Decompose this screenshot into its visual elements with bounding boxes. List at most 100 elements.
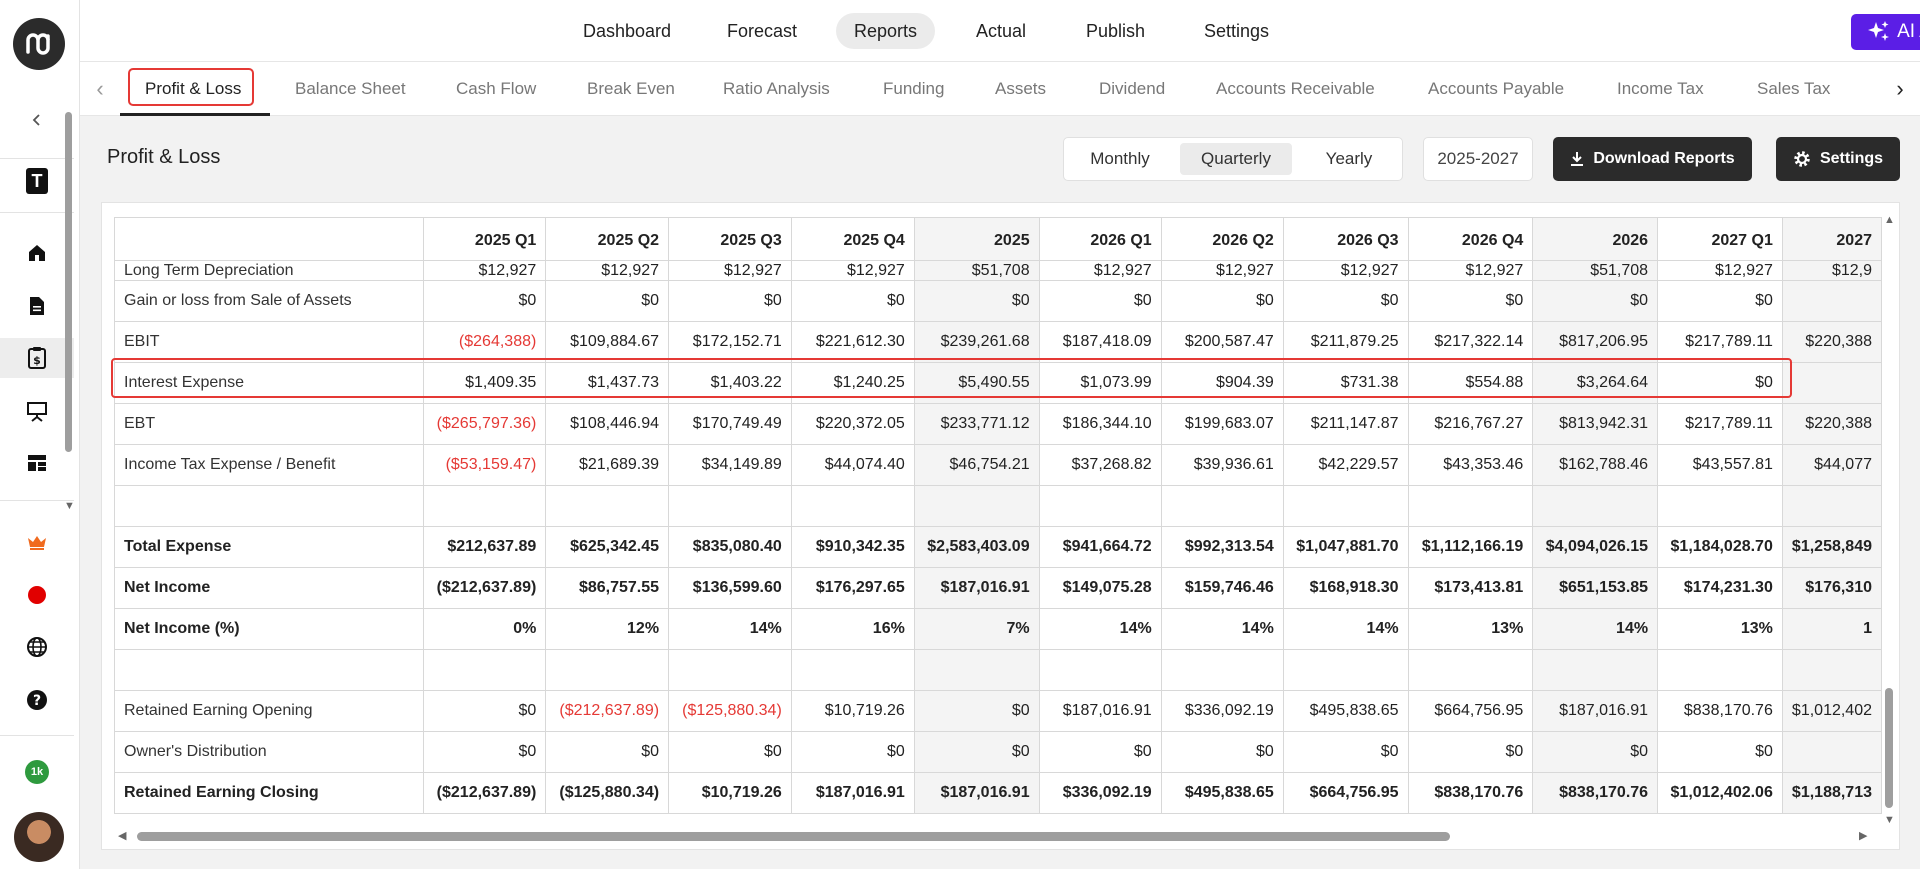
table-cell: $3,264.64 xyxy=(1532,362,1659,404)
tab-break-even[interactable]: Break Even xyxy=(587,79,675,98)
nav-dashboard[interactable]: Dashboard xyxy=(583,20,672,41)
tab-accounts-payable[interactable]: Accounts Payable xyxy=(1428,79,1565,98)
tab-profit-loss[interactable]: Profit & Loss xyxy=(145,79,242,98)
tabs-scroll-right-icon[interactable]: › xyxy=(1896,76,1904,101)
tabs-scroll-left-icon[interactable]: ‹ xyxy=(96,76,104,101)
table-cell: $44,074.40 xyxy=(791,444,915,486)
table-cell: $1,437.73 xyxy=(545,362,670,404)
table-cell: 14% xyxy=(1039,608,1162,650)
table-cell: $42,229.57 xyxy=(1283,444,1409,486)
table-cell: $1,403.22 xyxy=(668,362,792,404)
nav-reports[interactable]: Reports xyxy=(836,13,936,49)
avatar[interactable] xyxy=(14,812,64,862)
table-cell: 13% xyxy=(1408,608,1534,650)
svg-text:?: ? xyxy=(33,693,41,709)
download-reports-button[interactable]: Download Reports xyxy=(1553,137,1752,181)
tab-funding[interactable]: Funding xyxy=(883,79,945,98)
period-monthly[interactable]: Monthly xyxy=(1090,149,1150,168)
crown-icon[interactable] xyxy=(0,522,74,562)
table-cell: $10,719.26 xyxy=(668,772,792,814)
table-cell: $336,092.19 xyxy=(1161,690,1284,732)
table-cell xyxy=(668,649,792,691)
table-cell: ($212,637.89) xyxy=(423,567,547,609)
period-yearly[interactable]: Yearly xyxy=(1325,149,1373,168)
table-cell xyxy=(1039,649,1162,691)
table-row: Retained Earning Closing ($212,637.89) ($1… xyxy=(115,772,1882,814)
table-row: Owner's Distribution $0 $0 $0 $0 $0 $0 $0 $0 $0 $0… xyxy=(115,731,1882,773)
table-cell: ($53,159.47) xyxy=(423,444,547,486)
table-cell: 13% xyxy=(1657,608,1783,650)
table-cell: $625,342.45 xyxy=(545,526,670,568)
tab-ratio-analysis[interactable]: Ratio Analysis xyxy=(723,79,830,98)
table-cell: $12,927 xyxy=(668,260,792,281)
profit-loss-table: 2025 Q1 2025 Q2 2025 Q3 2025 Q4 2025 202… xyxy=(115,218,1882,814)
table-cell xyxy=(1283,485,1409,527)
table-row xyxy=(115,649,1882,691)
table-cell: $220,388 xyxy=(1782,403,1882,445)
table-cell: 14% xyxy=(1283,608,1409,650)
row-label: Retained Earning Closing xyxy=(115,772,424,814)
table-cell: $0 xyxy=(668,280,792,322)
table-cell xyxy=(1657,649,1783,691)
table-cell: $0 xyxy=(791,731,915,773)
table-cell: $46,754.21 xyxy=(914,444,1040,486)
app-logo-icon[interactable] xyxy=(13,18,65,70)
row-label: Net Income (%) xyxy=(115,608,424,650)
tab-dividend[interactable]: Dividend xyxy=(1099,79,1166,98)
tab-assets[interactable]: Assets xyxy=(995,79,1047,98)
year-range-select[interactable]: 2025-2027 xyxy=(1423,137,1533,181)
workspace-switcher[interactable]: T xyxy=(0,161,74,201)
nav-publish[interactable]: Publish xyxy=(1086,20,1146,41)
table-cell: $170,749.49 xyxy=(668,403,792,445)
tab-balance-sheet[interactable]: Balance Sheet xyxy=(295,79,406,98)
reports-clipboard-icon[interactable]: $ xyxy=(0,338,74,378)
table-cell: $910,342.35 xyxy=(791,526,915,568)
table-cell: $0 xyxy=(423,280,547,322)
table-cell: $12,927 xyxy=(1039,260,1162,281)
nav-settings[interactable]: Settings xyxy=(1204,20,1270,41)
table-cell: $495,838.65 xyxy=(1161,772,1284,814)
home-icon[interactable] xyxy=(0,233,74,273)
report-settings-button[interactable]: Settings xyxy=(1776,137,1900,181)
tab-income-tax[interactable]: Income Tax xyxy=(1617,79,1704,98)
tab-accounts-receivable[interactable]: Accounts Receivable xyxy=(1216,79,1375,98)
left-sidebar: T $ ▼ ? 1k xyxy=(0,0,80,869)
tab-sales-tax[interactable]: Sales Tax xyxy=(1757,79,1831,98)
ai-assist-button[interactable]: AI Assist xyxy=(1851,14,1920,50)
sidebar-scrollbar[interactable]: ▼ xyxy=(63,112,75,512)
table-cell: $838,170.76 xyxy=(1532,772,1659,814)
table-horizontal-scrollbar[interactable]: ◀ ▶ xyxy=(118,830,1868,842)
column-header: 2026 Q4 xyxy=(1408,218,1534,261)
table-cell: $187,016.91 xyxy=(791,772,915,814)
table-cell xyxy=(1782,485,1882,527)
table-cell: $187,016.91 xyxy=(1532,690,1659,732)
table-cell: $1,240.25 xyxy=(791,362,915,404)
notifications-badge[interactable]: 1k xyxy=(0,752,74,792)
row-label: EBT xyxy=(115,403,424,445)
collapse-chevron-icon[interactable] xyxy=(0,100,74,140)
gear-icon xyxy=(1794,151,1810,167)
table-cell xyxy=(791,649,915,691)
period-quarterly[interactable]: Quarterly xyxy=(1180,143,1292,175)
table-cell: $221,612.30 xyxy=(791,321,915,363)
document-icon[interactable] xyxy=(0,286,74,326)
table-cell: $12,927 xyxy=(1657,260,1783,281)
nav-forecast[interactable]: Forecast xyxy=(727,20,798,41)
table-cell: $12,927 xyxy=(1283,260,1409,281)
nav-actual[interactable]: Actual xyxy=(976,20,1027,41)
table-cell xyxy=(1657,485,1783,527)
table-cell: $0 xyxy=(545,731,670,773)
report-table-scroll-area[interactable]: 2025 Q1 2025 Q2 2025 Q3 2025 Q4 2025 202… xyxy=(114,217,1882,814)
tab-cash-flow[interactable]: Cash Flow xyxy=(456,79,537,98)
table-vertical-scrollbar[interactable]: ▲ ▼ xyxy=(1884,214,1895,826)
dashboard-grid-icon[interactable] xyxy=(0,443,74,483)
presentation-icon[interactable] xyxy=(0,391,74,431)
table-cell: $216,767.27 xyxy=(1408,403,1534,445)
table-cell: $217,789.11 xyxy=(1657,321,1783,363)
table-cell: $211,879.25 xyxy=(1283,321,1409,363)
record-dot-icon[interactable] xyxy=(0,575,74,615)
svg-text:$: $ xyxy=(33,354,41,367)
table-cell: $835,080.40 xyxy=(668,526,792,568)
globe-icon[interactable] xyxy=(0,627,74,667)
help-icon[interactable]: ? xyxy=(0,680,74,720)
